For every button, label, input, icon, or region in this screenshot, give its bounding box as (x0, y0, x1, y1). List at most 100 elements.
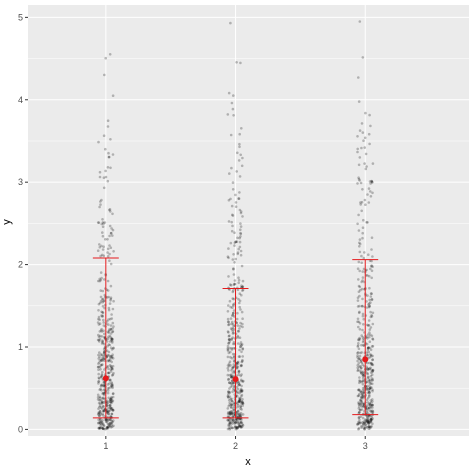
data-point (107, 354, 111, 357)
data-point (239, 324, 242, 328)
mean-point (232, 376, 239, 383)
data-point (111, 386, 114, 390)
data-point (240, 310, 244, 314)
data-point (109, 297, 113, 301)
data-point (235, 321, 238, 325)
data-point (110, 348, 114, 351)
data-point (235, 61, 238, 64)
data-point (111, 330, 115, 333)
data-point (234, 418, 237, 422)
data-point (235, 170, 238, 173)
data-point (102, 356, 106, 360)
data-point (105, 427, 108, 431)
data-point (230, 369, 233, 372)
data-point (366, 361, 369, 365)
data-point (101, 304, 105, 308)
data-point (238, 400, 241, 403)
data-point (370, 276, 374, 280)
data-point (106, 353, 110, 357)
data-point (230, 328, 234, 331)
data-point (97, 335, 101, 339)
data-point (101, 300, 104, 304)
data-point (231, 258, 235, 261)
data-point (368, 425, 372, 429)
data-point (371, 409, 374, 413)
data-point (100, 198, 103, 202)
data-point (236, 329, 240, 333)
data-point (104, 238, 107, 241)
data-point (356, 344, 360, 347)
data-point (366, 420, 370, 423)
data-point (242, 379, 245, 383)
data-point (239, 345, 242, 348)
data-point (106, 401, 110, 404)
data-point (236, 360, 240, 364)
data-point (228, 338, 231, 341)
data-point (111, 341, 114, 344)
data-point (239, 420, 243, 424)
data-point (106, 337, 110, 340)
data-point (237, 278, 241, 282)
data-point (358, 304, 361, 308)
data-point (236, 394, 239, 398)
data-point (368, 331, 371, 334)
data-point (229, 382, 233, 385)
data-point (370, 415, 374, 419)
data-point (98, 243, 101, 246)
data-point (111, 408, 115, 412)
data-point (107, 155, 111, 159)
data-point (106, 279, 110, 283)
data-point (227, 220, 231, 223)
data-point (106, 289, 110, 292)
data-point (366, 384, 369, 388)
data-point (360, 390, 363, 394)
data-point (358, 129, 362, 132)
data-point (364, 423, 367, 427)
data-point (238, 423, 241, 426)
data-point (365, 404, 369, 407)
data-point (97, 372, 100, 376)
data-point (101, 234, 105, 238)
data-point (105, 402, 109, 405)
data-point (109, 299, 112, 302)
data-point (356, 394, 360, 398)
data-point (371, 369, 375, 372)
data-point (368, 328, 372, 331)
data-point (367, 422, 370, 425)
data-point (109, 400, 113, 403)
data-point (368, 385, 371, 388)
data-point (100, 359, 103, 362)
data-point (101, 392, 104, 395)
data-point (98, 421, 102, 425)
data-point (229, 364, 232, 367)
data-point (239, 249, 243, 253)
data-point (107, 409, 111, 413)
data-point (369, 386, 373, 390)
data-point (98, 402, 102, 405)
data-point (97, 357, 100, 360)
data-point (370, 362, 373, 365)
data-point (112, 371, 115, 375)
data-point (100, 401, 104, 405)
data-point (103, 221, 107, 224)
data-point (103, 357, 106, 361)
data-point (107, 318, 110, 321)
data-point (102, 392, 106, 395)
data-point (226, 310, 230, 313)
data-point (102, 427, 106, 431)
data-point (361, 231, 365, 235)
data-point (111, 408, 115, 412)
data-point (97, 427, 101, 430)
data-point (226, 255, 230, 258)
data-point (234, 193, 237, 197)
data-point (108, 404, 111, 407)
data-point (357, 403, 361, 406)
data-point (227, 341, 231, 345)
data-point (371, 398, 374, 401)
data-point (234, 257, 237, 261)
data-point (97, 365, 100, 369)
data-point (356, 423, 359, 426)
data-point (230, 412, 234, 416)
data-point (99, 398, 102, 402)
data-point (237, 400, 240, 404)
